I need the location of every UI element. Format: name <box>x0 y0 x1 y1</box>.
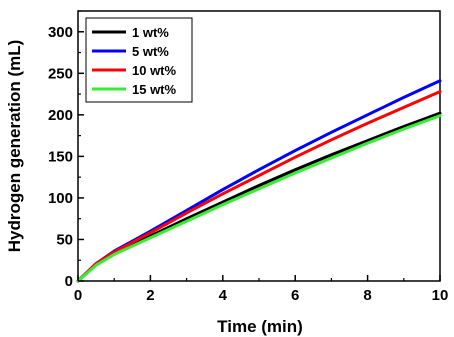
series-line-5-wt- <box>76 79 442 283</box>
y-tick-label: 200 <box>48 107 73 124</box>
x-tick-label: 2 <box>146 287 154 304</box>
y-tick-label: 50 <box>56 231 73 248</box>
x-tick-label: 10 <box>432 287 449 304</box>
x-tick-label: 0 <box>74 287 82 304</box>
y-axis-title: Hydrogen generation (mL) <box>5 40 24 253</box>
x-tick-label: 6 <box>291 287 299 304</box>
legend-label: 5 wt% <box>132 44 169 59</box>
legend-label: 1 wt% <box>132 25 169 40</box>
legend: 1 wt% 5 wt% 10 wt% 15 wt% <box>85 17 193 103</box>
series-line-15-wt- <box>76 114 442 283</box>
legend-label: 15 wt% <box>132 82 177 97</box>
series-lines <box>76 79 442 283</box>
y-tick-label: 250 <box>48 65 73 82</box>
legend-label: 10 wt% <box>132 63 177 78</box>
y-tick-label: 100 <box>48 190 73 207</box>
x-tick-label: 4 <box>219 287 228 304</box>
y-axis-ticks: 0 50 100 150 200 250 300 <box>48 10 84 290</box>
series-line-10-wt- <box>76 90 442 283</box>
y-tick-label: 300 <box>48 24 73 41</box>
x-tick-label: 8 <box>363 287 371 304</box>
y-tick-label: 0 <box>65 273 73 290</box>
y-tick-label: 150 <box>48 148 73 165</box>
x-axis-title: Time (min) <box>217 317 303 336</box>
x-axis-ticks: 0 2 4 6 8 10 <box>74 275 449 304</box>
series-line-1-wt- <box>76 111 442 283</box>
